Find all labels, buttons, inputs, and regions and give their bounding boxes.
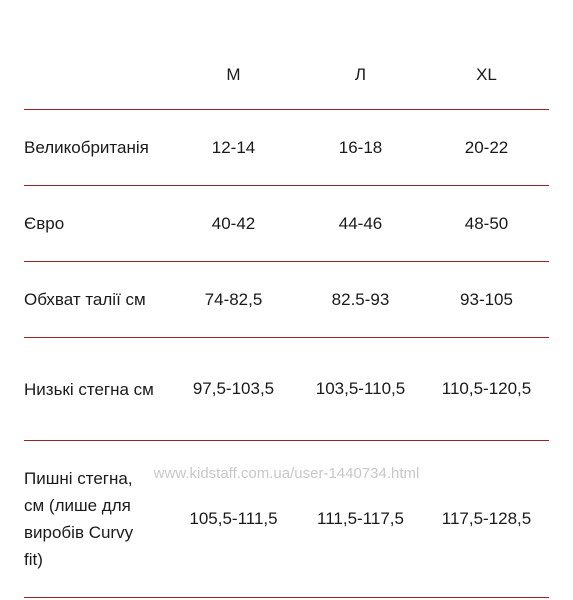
- row-label: Обхват талії см: [24, 290, 146, 309]
- table-row: Обхват талії см 74-82,5 82.5-93 93-105: [24, 262, 549, 338]
- cell: 48-50: [464, 213, 509, 233]
- cell: 110,5-120,5: [441, 379, 532, 398]
- table-row: Євро 40-42 44-46 48-50: [24, 186, 549, 262]
- table-row: Низькі стегна см 97,5-103,5 103,5-110,5 110…: [24, 338, 549, 441]
- row-label: Низькі стегна см: [24, 379, 154, 399]
- header-cell: M: [226, 64, 241, 84]
- cell: 12-14: [211, 137, 256, 157]
- header-row: M Л XL: [24, 40, 549, 110]
- cell: 93-105: [460, 289, 513, 309]
- row-label: Пишні стегна, см (лише для виробів Curvy…: [24, 469, 134, 569]
- cell: 16-18: [338, 137, 383, 157]
- cell: 103,5-110,5: [315, 379, 406, 398]
- table-row: Пишні стегна, см (лише для виробів Curvy…: [24, 441, 549, 598]
- cell: 117,5-128,5: [441, 509, 532, 528]
- cell: 97,5-103,5: [192, 379, 275, 398]
- cell: 82.5-93: [331, 289, 390, 309]
- cell: 20-22: [464, 137, 509, 157]
- header-cell: Л: [354, 64, 367, 84]
- table-row: Великобританія 12-14 16-18 20-22: [24, 110, 549, 186]
- cell: 105,5-111,5: [189, 509, 278, 528]
- row-label: Євро: [24, 214, 65, 233]
- watermark: www.kidstaff.com.ua/user-1440734.html: [153, 465, 420, 482]
- header-cell: XL: [476, 64, 497, 84]
- cell: 111,5-117,5: [317, 509, 404, 528]
- size-table: M Л XL Великобританія 12-14 16-18 20-22 Євро…: [24, 40, 549, 598]
- cell: 40-42: [211, 213, 256, 233]
- row-label: Великобританія: [24, 138, 149, 157]
- cell: 74-82,5: [204, 289, 263, 309]
- cell: 44-46: [338, 213, 383, 233]
